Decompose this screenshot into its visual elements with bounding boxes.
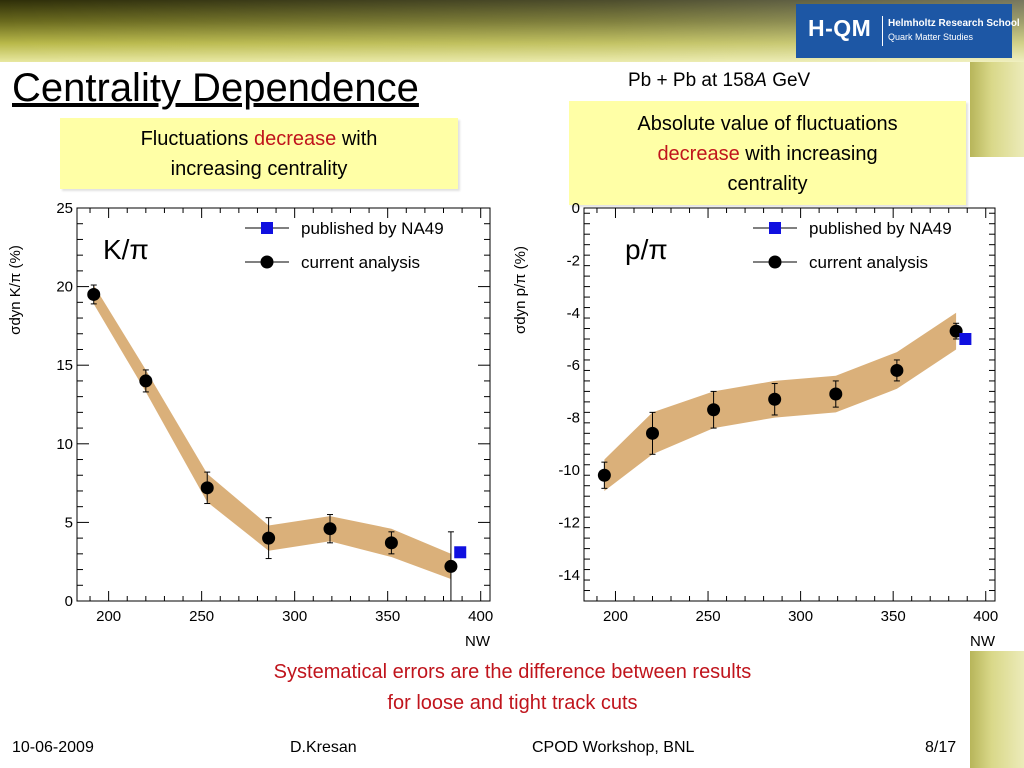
x-tick-label: 350 [375,608,400,625]
note-line-2: for loose and tight track cuts [387,692,638,714]
legend-entry: published by NA49 [809,219,952,238]
chart-k-pi: 200 250 300 350 400 0 5 10 15 20 25 σdyn K/π (%) NW K… [7,200,493,650]
callout-right-line-3: centrality [727,173,808,195]
plot-frame [76,207,491,602]
systematic-error-band [93,285,451,579]
data-point-current [139,374,153,388]
callout-box-left: Fluctuations decrease with increasing ce… [60,118,458,189]
data-point-current [87,287,101,301]
data-point-current [597,468,611,482]
decor-strip-bottom [970,651,1024,768]
logo-divider [882,16,883,46]
subtitle-part-2: A [754,70,767,91]
legend-entry: published by NA49 [301,219,444,238]
legend-marker [261,222,273,234]
y-tick-label: -6 [567,357,580,374]
legend-marker [260,255,274,269]
decor-strip-top [970,62,1024,157]
panel-label: p/π [625,234,668,265]
callout-right-highlight: decrease [657,143,740,165]
footer-author: D.Kresan [290,739,357,756]
subtitle-part-1: Pb + Pb at 158 [628,70,755,91]
y-tick-label: -8 [567,410,580,427]
x-tick-label: 200 [603,608,628,625]
x-tick-label: 200 [96,608,121,625]
slide-title: Centrality Dependence [12,66,419,110]
chart-p-pi: 200 250 300 350 400 -14 -12 -10 -8 -6 -4 -2 0 σdyn p/… [512,200,998,650]
y-tick-label: -2 [567,252,580,269]
x-tick-label: 300 [282,608,307,625]
x-tick-label: 400 [973,608,998,625]
panel-label: K/π [103,234,149,265]
y-tick-label: 15 [56,357,73,374]
x-tick-label: 350 [881,608,906,625]
systematic-errors-note: Systematical errors are the difference b… [180,657,845,719]
callout-right-text-2: with increasing [739,143,878,165]
y-tick-label: 20 [56,279,73,296]
note-line-1: Systematical errors are the difference b… [273,661,752,683]
callout-left-line-2: increasing centrality [170,158,348,180]
data-point-current [262,531,276,545]
data-point-current [444,559,458,573]
data-point-current [646,426,659,440]
data-point-current [768,392,782,406]
y-tick-label: 5 [65,514,73,531]
y-axis-label: σdyn p/π (%) [512,246,529,334]
y-tick-label: -12 [558,514,580,531]
data-point-published [454,546,467,559]
legend-entry: current analysis [301,253,420,272]
callout-left-text: Fluctuations [140,128,254,150]
data-point-current [323,522,337,536]
callout-box-right: Absolute value of fluctuations decrease … [569,101,966,205]
data-point-current [829,387,843,401]
data-point-current [384,536,398,550]
callout-right-line-2: decrease with increasing [569,139,966,169]
callout-left-text-2: with [336,128,378,150]
logo-line-2: Quark Matter Studies [888,32,974,42]
legend-entry: current analysis [809,253,928,272]
x-tick-label: 250 [696,608,721,625]
slide-subtitle: Pb + Pb at 158A GeV [628,70,810,92]
x-tick-label: 400 [468,608,493,625]
legend-marker [768,255,782,269]
y-tick-label: -14 [558,567,580,584]
y-tick-label: 25 [56,200,73,217]
y-tick-label: 10 [56,436,73,453]
x-tick-label: 300 [788,608,813,625]
x-tick-label: 250 [189,608,214,625]
hqm-logo: H-QM Helmholtz Research School Quark Mat… [796,4,1020,58]
subtitle-part-3: GeV [766,70,811,91]
legend-marker [769,222,781,234]
y-tick-label: -4 [567,305,580,322]
data-point-current [890,363,904,377]
data-point-current [949,324,963,338]
y-tick-label: 0 [65,593,73,610]
plot-frame [583,207,996,602]
y-axis-label: σdyn K/π (%) [7,245,24,335]
callout-right-line-1: Absolute value of fluctuations [637,113,898,135]
x-axis-label: NW [465,633,491,650]
footer-event: CPOD Workshop, BNL [532,739,695,756]
y-tick-label: -10 [558,462,580,479]
logo-line-1: Helmholtz Research School [888,18,1020,29]
callout-left-highlight: decrease [253,128,337,150]
x-axis-label: NW [970,633,996,650]
callout-left-line-1: Fluctuations decrease with [60,124,458,154]
data-point-current [707,403,721,417]
data-point-published [959,333,972,345]
logo-text: H-QM [808,15,872,41]
footer-date: 10-06-2009 [12,739,94,756]
y-tick-label: 0 [572,200,580,217]
footer-page-number: 8/17 [925,739,957,756]
data-point-current [200,481,214,495]
